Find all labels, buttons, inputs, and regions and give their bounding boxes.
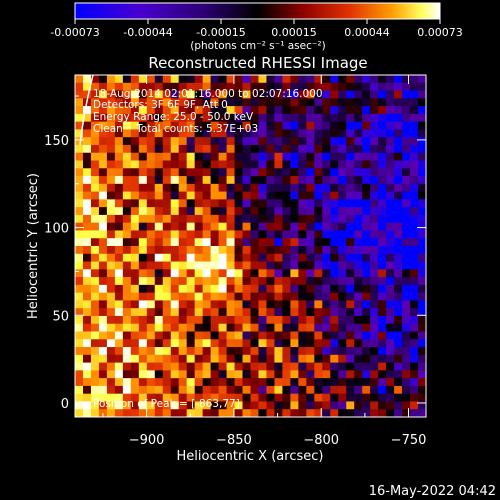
chart-title: Reconstructed RHESSI Image — [148, 54, 367, 72]
y-tick-label: 0 — [61, 397, 69, 412]
annotation-time-range: 18-Aug-2014 02:01:16.000 to 02:07:16.000 — [93, 88, 323, 100]
annotation-method: Clean Total counts: 5.37E+03 — [93, 123, 258, 135]
x-tick-label: −850 — [216, 433, 252, 448]
colorbar-tick-0: -0.00073 — [50, 26, 99, 39]
colorbar-tick-2: -0.00015 — [196, 26, 245, 39]
footer-date: 16-May-2022 04:42 — [369, 484, 496, 499]
x-axis-label: Heliocentric X (arcsec) — [177, 449, 324, 464]
x-tick-label: −750 — [391, 433, 427, 448]
colorbar-tick-3: 0.00015 — [271, 26, 317, 39]
y-tick-label: 100 — [44, 222, 69, 237]
annotation-peak: Position of Peak = [-863,77] — [93, 398, 240, 410]
annotation-detectors: Detectors: 3F 6F 9F, Att 0 — [93, 99, 228, 111]
solar-limb — [79, 74, 94, 146]
y-tick-label: 50 — [52, 309, 69, 324]
x-tick-label: −900 — [129, 433, 165, 448]
heatmap-image — [75, 75, 426, 417]
colorbar — [74, 2, 441, 20]
annotation-energy: Energy Range: 25.0 - 50.0 keV — [93, 111, 254, 123]
y-axis: 0 50 100 150 — [44, 95, 426, 412]
y-axis-label: Heliocentric Y (arcsec) — [26, 173, 41, 319]
colorbar-tick-4: 0.00044 — [344, 26, 390, 39]
plot-frame — [74, 74, 427, 418]
colorbar-ticks — [74, 19, 441, 24]
y-tick-label: 150 — [44, 134, 69, 149]
colorbar-tick-1: -0.00044 — [123, 26, 172, 39]
colorbar-unit-label: (photons cm⁻² s⁻¹ asec⁻²) — [190, 40, 325, 52]
x-tick-label: −800 — [303, 433, 339, 448]
colorbar-tick-5: 0.00073 — [417, 26, 463, 39]
x-axis: −900 −850 −800 −750 — [102, 75, 427, 448]
